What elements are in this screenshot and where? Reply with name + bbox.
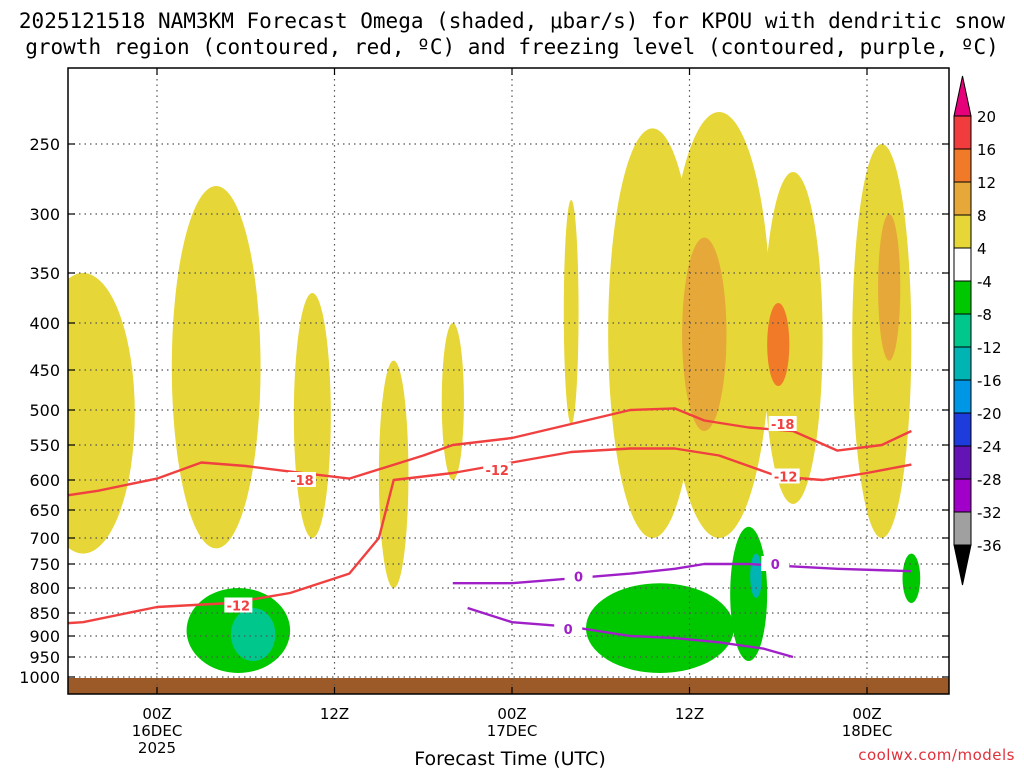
omega-region: [750, 553, 762, 598]
contour-label-bg: [554, 621, 583, 637]
x-axis-label: Forecast Time (UTC): [414, 748, 605, 768]
y-tick-label: 1000: [19, 668, 60, 687]
colorbar-swatch: [953, 181, 972, 216]
omega-region: [230, 608, 276, 661]
x-tick-label: 16DEC: [132, 722, 183, 740]
x-tick-label: 12Z: [320, 705, 349, 723]
y-tick-label: 450: [29, 361, 60, 380]
x-tick-label: 17DEC: [487, 722, 538, 740]
y-tick-label: 250: [29, 135, 60, 154]
contour-label: -18: [290, 474, 314, 489]
y-tick-label: 650: [29, 501, 60, 520]
colorbar-swatch: [953, 214, 972, 249]
colorbar-label: 12: [977, 174, 996, 192]
contour-line: [467, 606, 794, 659]
colorbar-label: -28: [977, 471, 1002, 489]
omega-region: [563, 200, 579, 424]
ground-surface: [68, 678, 949, 694]
omega-region: [441, 323, 464, 480]
colorbar-label: -8: [977, 306, 992, 324]
colorbar-swatch: [953, 412, 972, 447]
contour-label: -12: [774, 471, 798, 486]
x-tick-label: 00Z: [142, 705, 171, 723]
contour-label: -18: [771, 418, 795, 433]
x-tick-label: 18DEC: [842, 722, 893, 740]
colorbar: 20 16 12 8 4 -4 -8 -12 -16 -20 -24 -28 -32 -36: [953, 75, 1002, 586]
x-tick-label: 00Z: [497, 705, 526, 723]
grid-lines: [68, 68, 949, 694]
contour-label: 0: [564, 623, 573, 638]
contour-label-bg: [483, 462, 512, 478]
y-tick-label: 400: [29, 314, 60, 333]
omega-region: [767, 303, 790, 386]
y-tick-label: 550: [29, 436, 60, 455]
colorbar-swatch: [953, 379, 972, 414]
y-tick-label: 500: [29, 401, 60, 420]
y-tick-label: 350: [29, 264, 60, 283]
credit-text: coolwx.com/models: [858, 746, 1015, 764]
colorbar-swatch: [953, 313, 972, 348]
omega-region: [878, 213, 901, 361]
contour-label: -12: [485, 464, 509, 479]
colorbar-label: -36: [977, 537, 1002, 555]
colorbar-label: 8: [977, 207, 987, 225]
chart-title-line-2: growth region (contoured, red, ºC) and f…: [25, 35, 999, 59]
colorbar-swatch: [953, 247, 972, 282]
x-tick-label: 2025: [138, 739, 176, 757]
y-tick-label: 300: [29, 205, 60, 224]
colorbar-swatch: [953, 148, 972, 183]
contour-label-bg: [768, 416, 797, 431]
y-tick-label: 850: [29, 604, 60, 623]
plot-frame: [67, 67, 950, 695]
colorbar-swatch: [953, 478, 972, 513]
colorbar-swatch: [953, 511, 972, 546]
colorbar-swatch: [953, 346, 972, 381]
colorbar-label: 20: [977, 108, 996, 126]
omega-region: [902, 553, 921, 603]
colorbar-label: -24: [977, 438, 1002, 456]
contour-label: 0: [771, 558, 780, 573]
y-tick-label: 950: [29, 648, 60, 667]
y-tick-label: 600: [29, 471, 60, 490]
omega-region: [293, 293, 331, 538]
colorbar-label: -32: [977, 504, 1002, 522]
colorbar-swatch: [953, 544, 972, 586]
y-tick-label: 750: [29, 555, 60, 574]
contour-line: [452, 562, 912, 585]
colorbar-label: -4: [977, 273, 992, 291]
colorbar-swatch: [953, 445, 972, 480]
contour-label: -12: [227, 600, 251, 615]
colorbar-swatch: [953, 115, 972, 150]
omega-region: [378, 360, 409, 588]
contour-label-bg: [224, 597, 253, 613]
x-tick-label: 00Z: [852, 705, 881, 723]
y-tick-label: 800: [29, 579, 60, 598]
omega-region: [682, 237, 727, 431]
colorbar-swatch: [953, 75, 972, 117]
contour-label-bg: [564, 568, 593, 584]
colorbar-label: -20: [977, 405, 1002, 423]
contour-label-bg: [771, 468, 800, 484]
omega-region: [171, 186, 261, 549]
y-tick-label: 700: [29, 529, 60, 548]
chart-title-line-1: 2025121518 NAM3KM Forecast Omega (shaded…: [19, 9, 1006, 33]
colorbar-label: -16: [977, 372, 1002, 390]
omega-region: [585, 583, 734, 673]
x-tick-label: 12Z: [675, 705, 704, 723]
omega-region: [68, 273, 135, 554]
colorbar-label: -12: [977, 339, 1002, 357]
colorbar-label: 16: [977, 141, 996, 159]
y-axis-pressure-ticks: 250 300 350 400 450 500 550 600 650 700 750 800 850 9…: [19, 135, 949, 687]
colorbar-swatch: [953, 280, 972, 315]
contour-label-bg: [761, 556, 790, 571]
y-tick-label: 900: [29, 627, 60, 646]
colorbar-label: 4: [977, 240, 987, 258]
contour-label-bg: [287, 472, 316, 487]
contour-label: 0: [574, 570, 583, 585]
omega-region: [730, 526, 768, 662]
